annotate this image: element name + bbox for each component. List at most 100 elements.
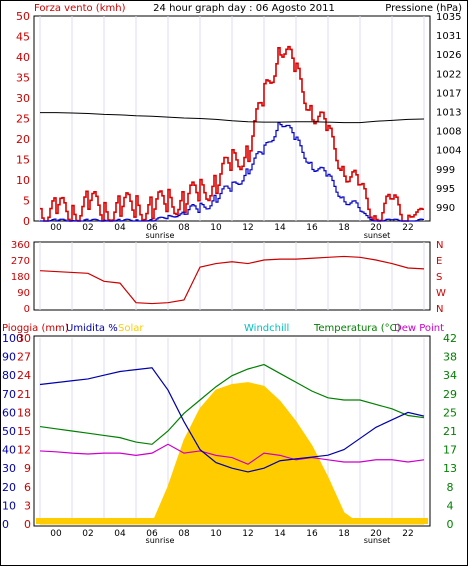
x-tick: 18 bbox=[338, 223, 350, 233]
pressure-y-tick: 1013 bbox=[436, 108, 461, 119]
humidity-y-tick: 100 bbox=[2, 332, 23, 345]
compass-label: E bbox=[436, 256, 442, 267]
rain-y-tick: 21 bbox=[17, 388, 31, 401]
temperature-y-tick: 42 bbox=[443, 332, 457, 345]
wind-speed-label: Forza vento (kmh) bbox=[34, 3, 126, 14]
humidity-y-tick: 20 bbox=[2, 481, 16, 494]
pressure-y-tick: 1017 bbox=[436, 88, 461, 99]
sunset-label-1: sunset bbox=[364, 231, 391, 240]
direction-y-tick: 360 bbox=[11, 240, 30, 251]
humidity-y-tick: 30 bbox=[2, 462, 16, 475]
rain-y-tick: 12 bbox=[17, 444, 31, 457]
humidity-y-tick: 80 bbox=[2, 369, 16, 382]
legend-dew-point: Dew Point bbox=[394, 323, 444, 334]
humidity-y-tick: 60 bbox=[2, 406, 16, 419]
pressure-y-tick: 990 bbox=[436, 203, 455, 214]
compass-label: S bbox=[436, 272, 442, 283]
wind-gust-line bbox=[40, 45, 424, 222]
rain-y-tick: 0 bbox=[24, 518, 31, 531]
wind-grid bbox=[39, 16, 425, 221]
sunset-label-2: sunset bbox=[364, 536, 391, 545]
wind-y-tick: 10 bbox=[16, 174, 30, 187]
wind-x-ticks: 00 02 04 06 08 10 12 14 16 18 20 22 bbox=[50, 223, 413, 233]
x-tick: 18 bbox=[338, 529, 350, 539]
x-tick: 04 bbox=[114, 223, 126, 233]
rain-y-tick: 6 bbox=[24, 481, 31, 494]
humidity-y-tick: 90 bbox=[2, 351, 16, 364]
humidity-y-tick: 0 bbox=[2, 518, 9, 531]
wind-y-tick: 25 bbox=[16, 113, 30, 126]
compass-label: W bbox=[436, 288, 446, 299]
pressure-line bbox=[40, 112, 425, 124]
pressure-y-tick: 1004 bbox=[436, 146, 461, 157]
rain-y-tick: 30 bbox=[17, 332, 31, 345]
temperature-y-tick: 17 bbox=[443, 444, 457, 457]
pressure-y-tick: 1031 bbox=[436, 31, 461, 42]
x-tick: 00 bbox=[50, 529, 62, 539]
pressure-label: Pressione (hPa) bbox=[385, 3, 462, 14]
rain-baseline bbox=[36, 518, 428, 524]
climate-x-ticks: 00 02 04 06 08 10 12 14 16 18 20 22 bbox=[50, 529, 413, 539]
x-tick: 02 bbox=[82, 223, 93, 233]
x-tick: 10 bbox=[210, 223, 222, 233]
wind-y-ticks: 0 5 10 15 20 25 30 35 40 45 50 bbox=[16, 10, 30, 228]
legend-humidity: Umidita % bbox=[66, 323, 118, 334]
humidity-y-tick: 70 bbox=[2, 388, 16, 401]
wind-y-tick: 5 bbox=[23, 195, 30, 208]
x-tick: 00 bbox=[50, 223, 62, 233]
legend-solar: Solar bbox=[118, 323, 144, 334]
wind-pressure-panel: 0 5 10 15 20 25 30 35 40 45 50 990 995 999 1004 1008 10… bbox=[16, 10, 461, 228]
sunrise-label-1: sunrise bbox=[146, 231, 175, 240]
wind-y-tick: 20 bbox=[16, 133, 30, 146]
rain-y-ticks: 0 10 20 30 40 50 60 70 80 90 100 bbox=[2, 332, 23, 531]
x-tick: 16 bbox=[306, 529, 318, 539]
rain-y-tick: 3 bbox=[24, 499, 31, 512]
humidity-y-ticks: 0 3 6 9 12 15 18 21 24 27 30 bbox=[17, 332, 31, 531]
wind-direction-line bbox=[39, 255, 425, 305]
wind-average-line bbox=[40, 122, 424, 222]
rain-y-tick: 18 bbox=[17, 406, 31, 419]
humidity-y-tick: 50 bbox=[2, 425, 16, 438]
direction-y-tick: 270 bbox=[11, 256, 30, 267]
x-tick: 20 bbox=[370, 223, 382, 233]
rain-y-tick: 24 bbox=[17, 369, 31, 382]
x-tick: 22 bbox=[402, 529, 413, 539]
temperature-line bbox=[39, 363, 425, 445]
direction-grid bbox=[39, 242, 425, 310]
x-tick: 12 bbox=[242, 223, 253, 233]
wind-y-tick: 15 bbox=[16, 154, 30, 167]
x-tick: 14 bbox=[274, 529, 286, 539]
dew-point-line bbox=[39, 443, 425, 465]
x-tick: 14 bbox=[274, 223, 286, 233]
temperature-y-tick: 38 bbox=[443, 351, 457, 364]
temperature-y-tick: 0 bbox=[447, 518, 454, 531]
x-tick: 22 bbox=[402, 223, 413, 233]
pressure-y-tick: 1026 bbox=[436, 50, 461, 61]
pressure-y-ticks: 990 995 999 1004 1008 1013 1017 1022 1026 1031 103… bbox=[436, 12, 461, 214]
compass-label: N bbox=[436, 304, 443, 315]
x-tick: 06 bbox=[146, 529, 158, 539]
wind-y-tick: 0 bbox=[23, 215, 30, 228]
temperature-y-tick: 13 bbox=[443, 462, 457, 475]
temperature-y-tick: 8 bbox=[447, 481, 454, 494]
rain-y-tick: 27 bbox=[17, 351, 31, 364]
wind-y-tick: 50 bbox=[16, 10, 30, 23]
x-tick: 04 bbox=[114, 529, 126, 539]
wind-y-tick: 45 bbox=[16, 31, 30, 44]
x-tick: 12 bbox=[242, 529, 253, 539]
temperature-y-ticks: 0 4 8 13 17 21 25 29 34 38 42 bbox=[443, 332, 457, 531]
x-tick: 10 bbox=[210, 529, 222, 539]
direction-y-tick: 180 bbox=[11, 272, 30, 283]
direction-y-tick: 0 bbox=[24, 304, 30, 315]
pressure-y-tick: 1022 bbox=[436, 69, 461, 80]
wind-y-tick: 30 bbox=[16, 92, 30, 105]
chart-title: 24 hour graph day : 06 Agosto 2011 bbox=[153, 3, 335, 14]
humidity-y-tick: 10 bbox=[2, 499, 16, 512]
pressure-y-tick: 1008 bbox=[436, 127, 461, 138]
rain-y-tick: 15 bbox=[17, 425, 31, 438]
pressure-y-tick: 1035 bbox=[436, 12, 461, 23]
